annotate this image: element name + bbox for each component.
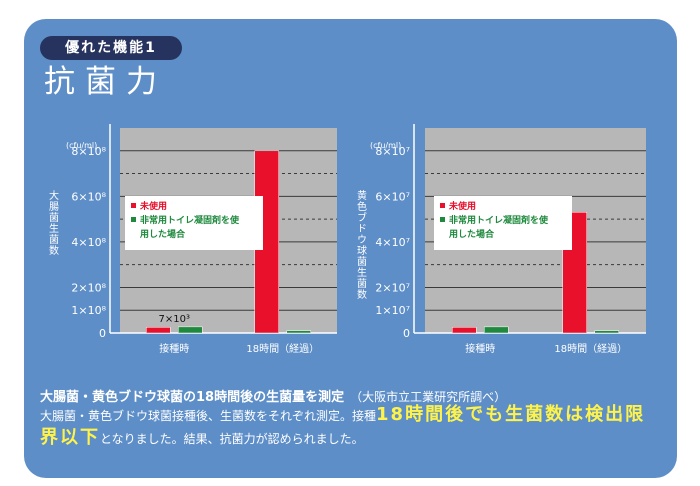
bar bbox=[484, 326, 509, 334]
x-category-label: 接種時 bbox=[159, 342, 189, 355]
unit-label: (cfu/ml) bbox=[66, 141, 97, 150]
legend-label: 未使用 bbox=[139, 200, 167, 212]
y-tick-label: 4×10⁷ bbox=[375, 236, 410, 249]
x-category-label: 18時間（経過） bbox=[246, 342, 319, 355]
y-tick-label: 6×10⁸ bbox=[71, 190, 106, 203]
y-tick-label: 0 bbox=[403, 327, 410, 340]
caption-body: 大腸菌・黄色ブドウ球菌接種後、生菌数をそれぞれ測定。接種18時間後でも生菌数は検… bbox=[40, 404, 660, 450]
legend-swatch bbox=[131, 217, 136, 222]
y-tick-label: 0 bbox=[99, 327, 106, 340]
x-category-label: 18時間（経過） bbox=[554, 342, 627, 355]
y-tick-label: 2×10⁷ bbox=[375, 281, 410, 294]
feature-badge: 優れた機能1 bbox=[40, 36, 182, 60]
caption-heading-text: 大腸菌・黄色ブドウ球菌の18時間後の生菌量を測定 bbox=[40, 390, 345, 405]
caption-highlight: 18時間後でも生菌数は検出限界以下 bbox=[40, 404, 646, 448]
legend-swatch bbox=[440, 203, 445, 208]
caption-heading: 大腸菌・黄色ブドウ球菌の18時間後の生菌量を測定 （大阪市立工業研究所調べ） bbox=[40, 386, 660, 405]
caption-source: （大阪市立工業研究所調べ） bbox=[350, 390, 507, 404]
unit-label: (cfu/ml) bbox=[370, 141, 401, 150]
y-tick-label: 6×10⁷ bbox=[375, 190, 410, 203]
legend-label: 非常用トイレ凝固剤を使 bbox=[140, 214, 240, 226]
legend-swatch bbox=[131, 203, 136, 208]
legend-box bbox=[125, 196, 263, 250]
y-axis-label: 大腸菌生菌数 bbox=[47, 189, 59, 256]
caption-body-start: 大腸菌・黄色ブドウ球菌接種後、生菌数をそれぞれ測定。接種 bbox=[40, 409, 377, 423]
bar bbox=[286, 330, 311, 334]
y-tick-label: 1×10⁸ bbox=[71, 304, 106, 317]
legend-label-continued: 用した場合 bbox=[448, 228, 495, 240]
caption-body-end: となりました。結果、抗菌力が認められました。 bbox=[100, 432, 364, 446]
legend-label: 非常用トイレ凝固剤を使 bbox=[449, 214, 549, 226]
y-tick-label: 4×10⁸ bbox=[71, 236, 106, 249]
bar bbox=[146, 327, 171, 334]
y-tick-label: 2×10⁸ bbox=[71, 281, 106, 294]
legend-box bbox=[434, 196, 572, 250]
legend-label-continued: 用した場合 bbox=[139, 228, 186, 240]
y-tick-label: 1×10⁷ bbox=[375, 304, 410, 317]
x-category-label: 接種時 bbox=[465, 342, 495, 355]
y-axis-label: 黄色ブドウ球菌生菌数 bbox=[355, 189, 367, 300]
page-title: 抗菌力 bbox=[44, 64, 167, 100]
annotation-label: 7×10³ bbox=[159, 314, 190, 325]
y-tick-label: 8×10⁸ bbox=[71, 145, 106, 158]
y-tick-label: 8×10⁷ bbox=[375, 145, 410, 158]
bar bbox=[594, 330, 619, 334]
legend-swatch bbox=[440, 217, 445, 222]
bar bbox=[178, 326, 203, 334]
legend-label: 未使用 bbox=[448, 200, 476, 212]
bar bbox=[452, 327, 477, 334]
